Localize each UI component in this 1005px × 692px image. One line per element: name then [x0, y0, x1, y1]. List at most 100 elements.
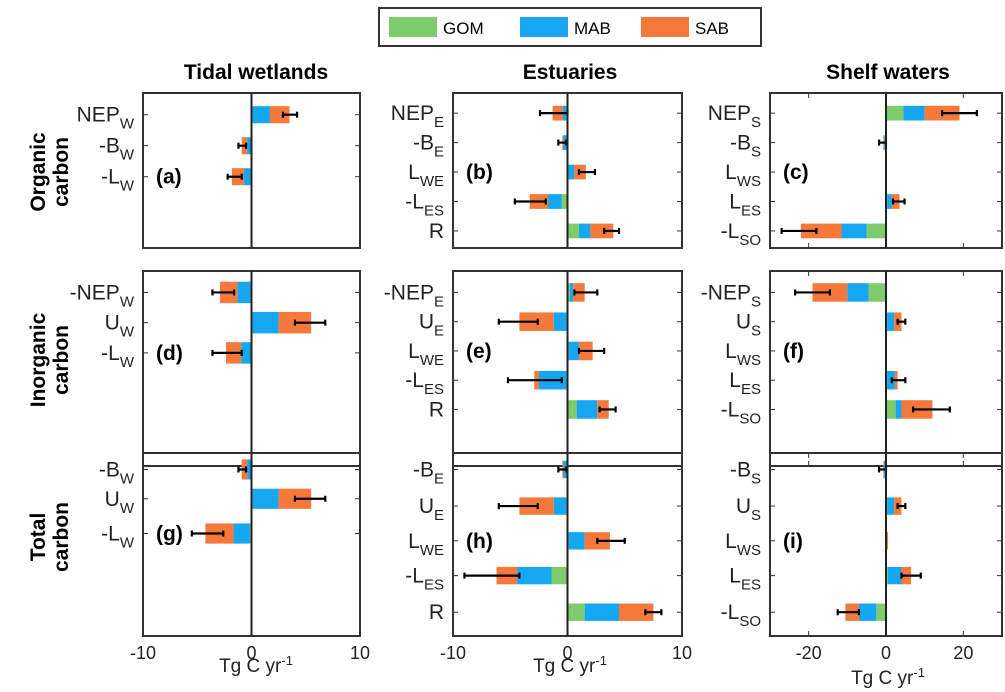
bar--nep-e: -NEPE: [384, 281, 682, 310]
y-tick-label: -BW: [99, 458, 135, 487]
y-tick-label: LES: [729, 565, 761, 594]
bar-segment-mab: [568, 341, 579, 361]
bar--l-so: -LSO: [721, 601, 1002, 630]
y-tick-label: LWE: [408, 161, 444, 190]
bar-segment-mab: [241, 342, 251, 364]
bar-u-e: UE: [419, 311, 682, 340]
y-tick-label: LES: [729, 191, 761, 220]
column-title-estuaries: Estuaries: [523, 61, 618, 84]
y-tick-label: R: [429, 601, 444, 624]
y-tick-label: LES: [729, 369, 761, 398]
x-tick-label: 0: [246, 643, 256, 663]
bar-u-w: UW: [105, 488, 360, 517]
bar--l-w: -LW: [101, 523, 360, 552]
y-tick-label: -BE: [413, 132, 444, 161]
y-tick-label: UW: [105, 312, 135, 341]
panel-label: (b): [466, 161, 493, 184]
y-tick-label: -LES: [405, 565, 444, 594]
bar-segment-mab: [578, 223, 591, 239]
bar--l-es: -LES: [405, 565, 682, 594]
bar-r-: R: [429, 398, 682, 421]
y-tick-label: LWS: [725, 161, 761, 190]
column-title-shelf-waters: Shelf waters: [826, 61, 950, 84]
y-tick-label: LWS: [725, 340, 761, 369]
y-tick-label: -LSO: [721, 398, 761, 427]
x-axis-label-estuaries: Tg C yr-1: [533, 653, 607, 678]
panel-label: (g): [156, 523, 183, 546]
row-title-organic-line1: Organic: [27, 132, 50, 212]
bar-segment-gom: [561, 194, 568, 209]
y-tick-label: UE: [419, 495, 444, 524]
y-tick-label: UW: [105, 488, 135, 517]
bar-segment-mab: [568, 532, 585, 550]
bar-l-ws: LWS: [725, 161, 1002, 190]
bar-segment-mab: [252, 488, 279, 509]
y-tick-label: US: [736, 311, 761, 340]
y-tick-label: -BE: [413, 458, 444, 487]
bar-segment-mab: [858, 603, 877, 621]
y-tick-label: NEPW: [77, 104, 135, 133]
bar-segment-mab: [553, 497, 567, 515]
x-axis-label-shelf: Tg C yr-1: [851, 665, 925, 690]
bar-segment-mab: [847, 283, 869, 302]
bar-u-s: US: [736, 495, 1002, 524]
panel-label: (a): [156, 166, 182, 189]
bar-segment-mab: [237, 281, 251, 304]
y-tick-label: R: [429, 220, 444, 243]
legend-swatch-sab: [641, 17, 689, 37]
y-tick-label: -LW: [101, 523, 135, 552]
panel-label: (f): [783, 340, 804, 363]
bar-segment-mab: [252, 311, 279, 334]
y-tick-label: -LES: [405, 369, 444, 398]
panel-a: NEPW-BW-LW (a): [77, 92, 361, 249]
y-tick-label: NEPS: [708, 102, 761, 131]
row-title-organic: Organic carbon: [27, 132, 73, 212]
bar-nep-s: NEPS: [708, 102, 1002, 131]
bar-l-we: LWE: [408, 530, 682, 559]
bar-segment-gom: [886, 105, 904, 121]
bar-nep-e: NEPE: [391, 102, 682, 131]
y-tick-label: -LW: [101, 166, 135, 195]
bar-l-ws: LWS: [725, 340, 1002, 369]
x-tick-label: -20: [796, 643, 822, 663]
bar--b-w: -BW: [99, 135, 360, 164]
bar-segment-gom: [886, 400, 896, 419]
row-title-inorganic-line2: carbon: [50, 325, 73, 395]
bar-segment-mab: [569, 283, 574, 302]
bar-segment-mab: [568, 164, 575, 180]
y-tick-label: -NEPE: [384, 281, 444, 310]
legend-label-sab: SAB: [695, 19, 729, 38]
y-tick-label: NEPE: [391, 102, 444, 131]
bar-segment-sab: [619, 603, 654, 621]
bar-segment-mab: [887, 312, 895, 331]
panel-label: (d): [156, 342, 183, 365]
legend: GOM MAB SAB: [378, 7, 762, 47]
panel-label: (e): [466, 340, 492, 363]
legend-label-gom: GOM: [443, 19, 484, 38]
bar-segment-mab: [553, 312, 567, 331]
legend-label-mab: MAB: [574, 19, 611, 38]
y-tick-label: LWE: [408, 530, 444, 559]
y-tick-label: -LW: [101, 342, 135, 371]
x-axis-label-tidal: Tg C yr-1: [219, 653, 293, 678]
bar-segment-gom: [567, 603, 585, 621]
y-tick-label: -BS: [730, 132, 761, 161]
bar-u-e: UE: [419, 495, 682, 524]
bar-segment-mab: [243, 168, 251, 186]
bar--l-es: -LES: [405, 369, 682, 398]
x-tick-label: -10: [130, 643, 156, 663]
bar-nep-w: NEPW: [77, 104, 360, 133]
y-tick-label: -BW: [99, 135, 135, 164]
x-tick-label: 20: [953, 643, 973, 663]
bar-segment-gom: [567, 400, 577, 419]
bar-segment-sab: [590, 223, 614, 239]
bar-segment-gom: [866, 223, 886, 239]
row-title-total-line1: Total: [27, 513, 50, 562]
bar--b-w: -BW: [99, 458, 360, 487]
y-tick-label: -NEPW: [70, 281, 135, 310]
